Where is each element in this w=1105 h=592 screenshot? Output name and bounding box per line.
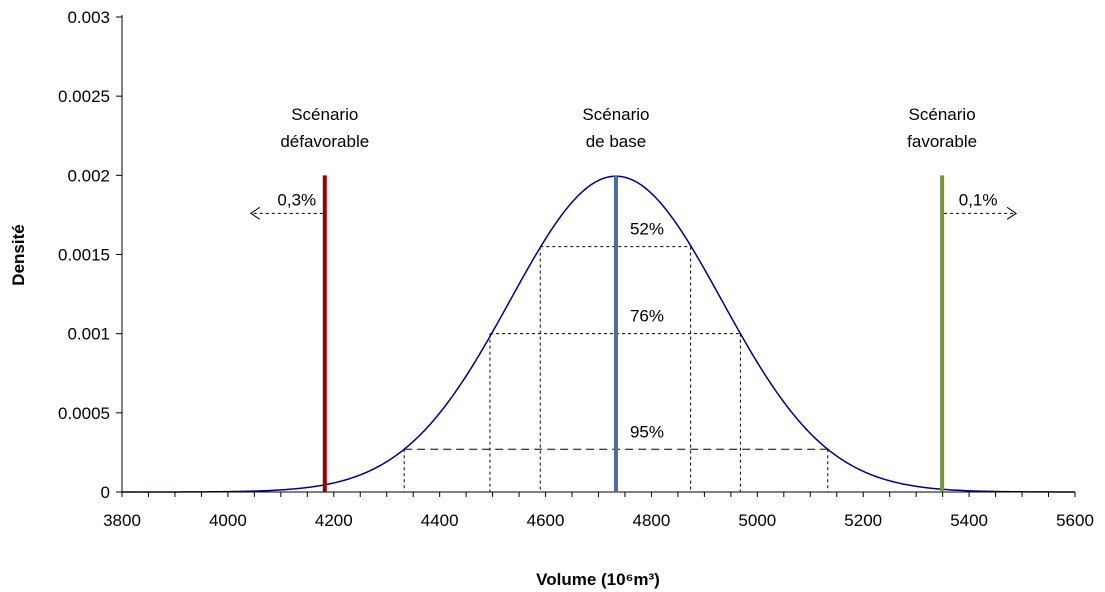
tail-probability-label: 0,3% [277, 190, 316, 209]
density-curve [122, 175, 1075, 493]
scenario-label-line2: favorable [907, 132, 977, 151]
x-tick-label: 4800 [633, 511, 671, 530]
x-tick-label: 4600 [527, 511, 565, 530]
x-tick-label: 5600 [1056, 511, 1094, 530]
y-axis-title: Densité [9, 224, 28, 285]
y-tick-label: 0.002 [67, 166, 110, 185]
scenario-label-line2: défavorable [280, 132, 369, 151]
scenario-label-line1: Scénario [582, 105, 649, 124]
y-tick-label: 0.003 [67, 8, 110, 27]
x-tick-label: 5000 [738, 511, 776, 530]
x-tick-label: 4200 [315, 511, 353, 530]
y-tick-label: 0.0025 [58, 87, 110, 106]
x-axis-title: Volume (10⁶m³) [536, 570, 660, 589]
scenario-label-line1: Scénario [291, 105, 358, 124]
tail-arrow-head [1006, 206, 1018, 220]
y-tick-label: 0.0005 [58, 404, 110, 423]
y-tick-label: 0.0015 [58, 246, 110, 265]
x-tick-label: 4000 [209, 511, 247, 530]
x-tick-label: 5200 [844, 511, 882, 530]
x-tick-label: 3800 [103, 511, 141, 530]
y-tick-label: 0 [101, 483, 110, 502]
interval-label: 76% [630, 307, 664, 326]
x-tick-label: 4400 [421, 511, 459, 530]
tail-probability-label: 0,1% [959, 190, 998, 209]
scenario-label-line2: de base [586, 132, 647, 151]
x-tick-label: 5400 [950, 511, 988, 530]
interval-label: 52% [630, 220, 664, 239]
tail-arrow-head [249, 206, 261, 220]
scenario-label-line1: Scénario [909, 105, 976, 124]
y-tick-label: 0.001 [67, 325, 110, 344]
interval-label: 95% [630, 422, 664, 441]
